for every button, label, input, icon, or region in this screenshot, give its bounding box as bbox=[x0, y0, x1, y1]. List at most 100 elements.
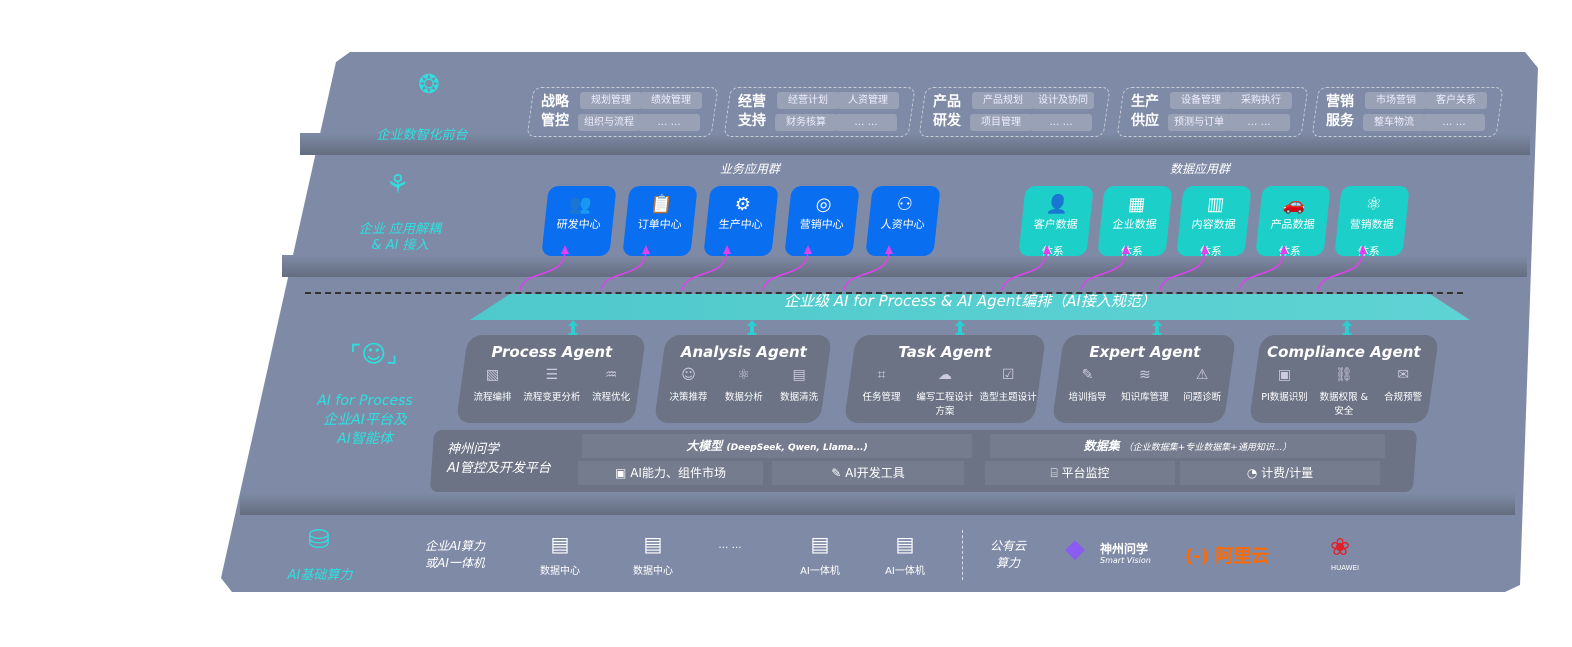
agent-card[interactable]: Analysis Agent ☺ 决策推荐 ⚛ 数据分析 ▤ 数据清洗 bbox=[653, 335, 833, 423]
capability-icon: ♒ bbox=[604, 367, 618, 383]
layer-divider bbox=[240, 493, 1515, 515]
database-icon: ⛁ bbox=[308, 525, 330, 555]
front-item[interactable]: 财务核算 bbox=[775, 114, 837, 131]
front-item[interactable]: 绩效管理 bbox=[640, 92, 702, 109]
agent-card[interactable]: Expert Agent ✎ 培训指导 ≋ 知识库管理 ⚠ 问题诊断 bbox=[1051, 335, 1237, 423]
layer-divider bbox=[300, 133, 1530, 155]
compute-node: ▤ 数据中心 bbox=[618, 532, 688, 577]
capability-icon: ≋ bbox=[1138, 367, 1151, 383]
capability-icon: ✎ bbox=[1081, 367, 1094, 383]
agent-capability: ⚠ 问题诊断 bbox=[1173, 367, 1230, 403]
tool-cell[interactable]: ▣ AI能力、组件市场 bbox=[578, 461, 763, 485]
smartvision-logo: 神州问学 bbox=[1100, 542, 1149, 556]
front-item[interactable]: … … bbox=[638, 114, 700, 131]
ai-layer-label: AI for Process 企业AI平台及 AI智能体 bbox=[300, 392, 430, 449]
arrow-head bbox=[561, 245, 569, 254]
server-icon: ▤ bbox=[550, 532, 570, 556]
agent-card[interactable]: Compliance Agent ▣ PI数据识别 ⛓ 数据权限 & 安全 ✉ 合规预警 bbox=[1248, 335, 1440, 423]
compute-node: ▤ 数据中心 bbox=[525, 532, 595, 577]
model-cell: 大模型 (DeepSeek, Qwen, Llama...) bbox=[582, 434, 972, 458]
connection-arrow bbox=[762, 249, 809, 291]
front-item[interactable]: 人资管理 bbox=[837, 92, 899, 109]
bidirectional-arrow bbox=[747, 320, 757, 339]
capability-icon: ⚠ bbox=[1195, 367, 1209, 383]
arrow-head bbox=[885, 245, 893, 254]
tool-label: AI开发工具 bbox=[845, 466, 905, 480]
compute-node: … … bbox=[718, 540, 742, 551]
front-item[interactable]: 产品规划 bbox=[972, 92, 1034, 109]
capability-icon: ☑ bbox=[1001, 367, 1015, 383]
label-line: 企业AI算力 bbox=[425, 539, 485, 553]
front-item[interactable]: 项目管理 bbox=[970, 114, 1032, 131]
dashed-divider bbox=[962, 530, 963, 580]
capability-icon: ⛓ bbox=[1334, 367, 1353, 383]
model-note: (DeepSeek, Qwen, Llama...) bbox=[726, 443, 868, 453]
bidirectional-arrow bbox=[1342, 320, 1352, 339]
agent-name: Analysis Agent bbox=[680, 343, 807, 361]
capability-icon: ☁ bbox=[937, 367, 952, 383]
front-item[interactable]: 设计及协同 bbox=[1032, 92, 1094, 109]
connection-arrow bbox=[1001, 249, 1048, 291]
apps-layer-label: 企业 应用解耦 & AI 接入 bbox=[345, 222, 455, 254]
connection-arrow bbox=[1159, 249, 1206, 291]
front-item[interactable]: … … bbox=[1423, 114, 1485, 131]
capability-icon: ☰ bbox=[545, 367, 559, 383]
label-line: 企业AI平台及 bbox=[323, 412, 407, 428]
dataset-note: （企业数据集+专业数据集+通用知识...） bbox=[1123, 443, 1292, 453]
agent-card[interactable]: Process Agent ▧ 流程编排 ☰ 流程变更分析 ♒ 流程优化 bbox=[455, 335, 647, 423]
agent-capability: ☺ 决策推荐 bbox=[661, 367, 716, 403]
tool-label: 计费/计量 bbox=[1261, 466, 1314, 480]
label-line: AI for Process bbox=[317, 393, 413, 409]
connection-arrow bbox=[843, 249, 890, 291]
agent-capability: ✉ 合规预警 bbox=[1374, 367, 1433, 417]
tool-cell[interactable]: ⌸ 平台监控 bbox=[985, 461, 1175, 485]
orchestration-bar: 企业级 AI for Process & AI Agent编排（AI接入规范） bbox=[470, 294, 1470, 320]
front-item[interactable]: 设备管理 bbox=[1170, 92, 1232, 109]
dashed-divider bbox=[305, 292, 1463, 294]
connection-arrow bbox=[519, 249, 566, 291]
agent-capability: ✎ 培训指导 bbox=[1059, 367, 1116, 403]
data-group-title: 数据应用群 bbox=[1169, 162, 1230, 176]
front-item[interactable]: 预测与订单 bbox=[1168, 114, 1230, 131]
bidirectional-arrow bbox=[1152, 320, 1162, 339]
huawei-logo-icon: ❀ bbox=[1330, 533, 1351, 561]
agent-capability: ⌗ 任务管理 bbox=[850, 367, 913, 417]
label-line: 或AI一体机 bbox=[425, 556, 485, 570]
agent-capability: ⚛ 数据分析 bbox=[716, 367, 771, 403]
front-item[interactable]: … … bbox=[1030, 114, 1092, 131]
compute-node: ▤ AI一体机 bbox=[870, 532, 940, 577]
infra-layer-label: AI基础算力 bbox=[287, 568, 353, 583]
agent-capability: ☰ 流程变更分析 bbox=[523, 367, 581, 403]
agent-capability: ▧ 流程编排 bbox=[463, 367, 522, 403]
tool-cell[interactable]: ◔ 计费/计量 bbox=[1180, 461, 1380, 485]
capability-icon: ▧ bbox=[485, 367, 500, 383]
connection-arrow bbox=[1080, 249, 1127, 291]
front-item[interactable]: 客户关系 bbox=[1425, 92, 1487, 109]
agent-capability: ▤ 数据清洗 bbox=[771, 367, 826, 403]
brain-icon: ❂ bbox=[418, 70, 440, 100]
front-item[interactable]: … … bbox=[835, 114, 897, 131]
agent-card[interactable]: Task Agent ⌗ 任务管理 ☁ 编写工程设计方案 ☑ 造型主题设计 bbox=[843, 335, 1047, 423]
server-icon: ▤ bbox=[643, 532, 663, 556]
arrow-head bbox=[1280, 245, 1288, 254]
front-item[interactable]: 采购执行 bbox=[1230, 92, 1292, 109]
tool-cell[interactable]: ✎ AI开发工具 bbox=[772, 461, 964, 485]
front-item[interactable]: 整车物流 bbox=[1363, 114, 1425, 131]
arrow-head bbox=[642, 245, 650, 254]
front-item[interactable]: 经营计划 bbox=[777, 92, 839, 109]
aliyun-logo: (-) 阿里云 bbox=[1185, 546, 1270, 567]
front-item[interactable]: 组织与流程 bbox=[578, 114, 640, 131]
front-item[interactable]: 规划管理 bbox=[580, 92, 642, 109]
label-line: 算力 bbox=[995, 556, 1020, 570]
front-item[interactable]: … … bbox=[1228, 114, 1290, 131]
label-line: 企业 应用解耦 bbox=[358, 222, 442, 237]
arrow-head bbox=[1201, 245, 1209, 254]
server-icon: ▤ bbox=[810, 532, 830, 556]
capability-icon: ☺ bbox=[681, 367, 696, 383]
tool-label: AI能力、组件市场 bbox=[630, 466, 726, 480]
agent-name: Expert Agent bbox=[1089, 343, 1201, 361]
bidirectional-arrow bbox=[568, 320, 578, 339]
tool-label: 平台监控 bbox=[1061, 466, 1110, 480]
label-line: & AI 接入 bbox=[371, 238, 429, 253]
front-item[interactable]: 市场营销 bbox=[1365, 92, 1427, 109]
